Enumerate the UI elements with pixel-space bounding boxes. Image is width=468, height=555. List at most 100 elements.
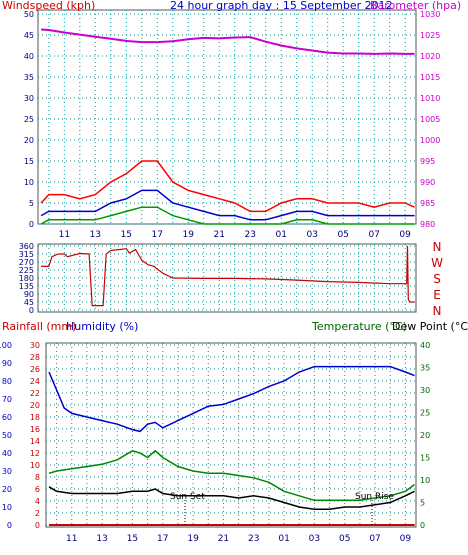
chart-title: 24 hour graph day : 15 September 2012 (170, 0, 393, 12)
temperature-axis-label: Temperature (°C) (311, 320, 407, 333)
panel1-x-ticks: 11 13 15 17 19 21 23 01 03 05 07 09 (59, 230, 412, 240)
x-tick-label: 11 (59, 230, 70, 240)
left-tick-label: 50 (24, 10, 34, 19)
x-tick-label: 09 (400, 534, 412, 544)
humidity-tick-label: 0 (7, 521, 12, 530)
x-tick-label: 05 (337, 230, 348, 240)
panel2-series (41, 245, 415, 307)
right-tick-label: 985 (420, 199, 435, 208)
humidity-tick-label: 80 (2, 377, 12, 386)
x-tick-label: 03 (309, 534, 320, 544)
panel1-series (40, 28, 415, 225)
left-tick-label: 0 (29, 220, 34, 229)
left-tick-label: 35 (24, 73, 34, 82)
compass-label: N (433, 304, 442, 318)
rain-tick-label: 24 (30, 377, 40, 386)
left-tick-label: 25 (24, 115, 34, 124)
compass-label: W (431, 256, 443, 270)
x-tick-label: 15 (121, 230, 132, 240)
panel1-frame (37, 9, 417, 225)
x-tick-label: 07 (368, 230, 379, 240)
rain-tick-label: 30 (30, 341, 40, 350)
direction-tick-label: 180 (19, 274, 34, 283)
series-wind-gust (40, 160, 415, 213)
x-tick-label: 01 (278, 534, 289, 544)
left-tick-label: 10 (24, 178, 34, 187)
windspeed-axis-label: Windspeed (kph) (2, 0, 95, 12)
compass-label: E (433, 288, 441, 302)
barometer-axis-label: Barometer (hpa) (370, 0, 461, 12)
rain-tick-label: 12 (30, 449, 40, 458)
left-tick-label: 5 (29, 199, 34, 208)
rain-tick-label: 14 (30, 437, 40, 446)
humidity-tick-label: 10 (2, 503, 12, 512)
x-tick-label: 19 (183, 230, 195, 240)
humidity-tick-label: 70 (2, 395, 12, 404)
left-tick-label: 30 (24, 94, 34, 103)
direction-tick-label: 360 (19, 242, 34, 251)
humidity-axis-label: Humidity (%) (66, 320, 138, 333)
x-tick-label: 17 (157, 534, 168, 544)
panel3-series (48, 365, 415, 526)
x-tick-label: 09 (399, 230, 411, 240)
x-tick-label: 13 (90, 230, 101, 240)
x-tick-label: 07 (369, 534, 380, 544)
right-tick-label: 990 (420, 178, 435, 187)
x-tick-label: 11 (66, 534, 77, 544)
rain-tick-label: 28 (30, 353, 40, 362)
series-wind-direction (41, 245, 415, 307)
sunset-label: Sun Set (170, 492, 205, 502)
direction-tick-label: 45 (24, 298, 34, 307)
left-tick-label: 20 (24, 136, 34, 145)
right-tick-label: 995 (420, 157, 435, 166)
x-tick-label: 21 (214, 230, 225, 240)
right-tick-label: 1005 (420, 115, 440, 124)
direction-tick-label: 315 (19, 250, 34, 259)
right-tick-label: 1020 (420, 52, 440, 61)
direction-tick-label: 270 (19, 258, 34, 267)
direction-tick-label: 0 (29, 306, 34, 315)
x-tick-label: 13 (96, 534, 107, 544)
rain-tick-label: 4 (35, 497, 40, 506)
panel1-left-ticks: 0 5 10 15 20 25 30 35 40 45 50 (24, 10, 34, 229)
x-tick-label: 23 (245, 230, 256, 240)
series-dew-point (48, 486, 415, 511)
temperature-tick-label: 25 (420, 409, 430, 418)
direction-tick-label: 90 (24, 290, 34, 299)
x-tick-label: 01 (275, 230, 286, 240)
temperature-tick-label: 30 (420, 386, 430, 395)
panel3-right-ticks: 0 5 10 15 20 25 30 35 40 (420, 341, 430, 530)
rain-tick-label: 26 (30, 365, 40, 374)
rainfall-axis-label: Rainfall (mm) (2, 320, 76, 333)
x-tick-label: 15 (127, 534, 138, 544)
temperature-tick-label: 0 (420, 521, 425, 530)
series-temperature (48, 449, 415, 502)
right-tick-label: 1010 (420, 94, 440, 103)
humidity-tick-label: 50 (2, 431, 12, 440)
dewpoint-axis-label: Dew Point (°C) (392, 320, 468, 333)
rain-tick-label: 20 (30, 401, 40, 410)
panel3-left-ticks: 0102030405060708090100024681012141618202… (0, 341, 40, 530)
rain-tick-label: 16 (30, 425, 40, 434)
series-wind-lull (40, 206, 415, 225)
humidity-tick-label: 30 (2, 467, 12, 476)
rain-tick-label: 10 (30, 461, 40, 470)
x-tick-label: 03 (306, 230, 317, 240)
humidity-tick-label: 100 (0, 341, 12, 350)
humidity-tick-label: 60 (2, 413, 12, 422)
rain-tick-label: 0 (35, 521, 40, 530)
series-wind-average (40, 189, 415, 221)
direction-tick-label: 225 (19, 266, 34, 275)
temperature-tick-label: 10 (420, 476, 430, 485)
temperature-tick-label: 15 (420, 454, 430, 463)
left-tick-label: 40 (24, 52, 34, 61)
right-tick-label: 1015 (420, 73, 440, 82)
left-tick-label: 15 (24, 157, 34, 166)
sunrise-label: Sun Rise (355, 492, 394, 502)
temperature-tick-label: 35 (420, 364, 430, 373)
